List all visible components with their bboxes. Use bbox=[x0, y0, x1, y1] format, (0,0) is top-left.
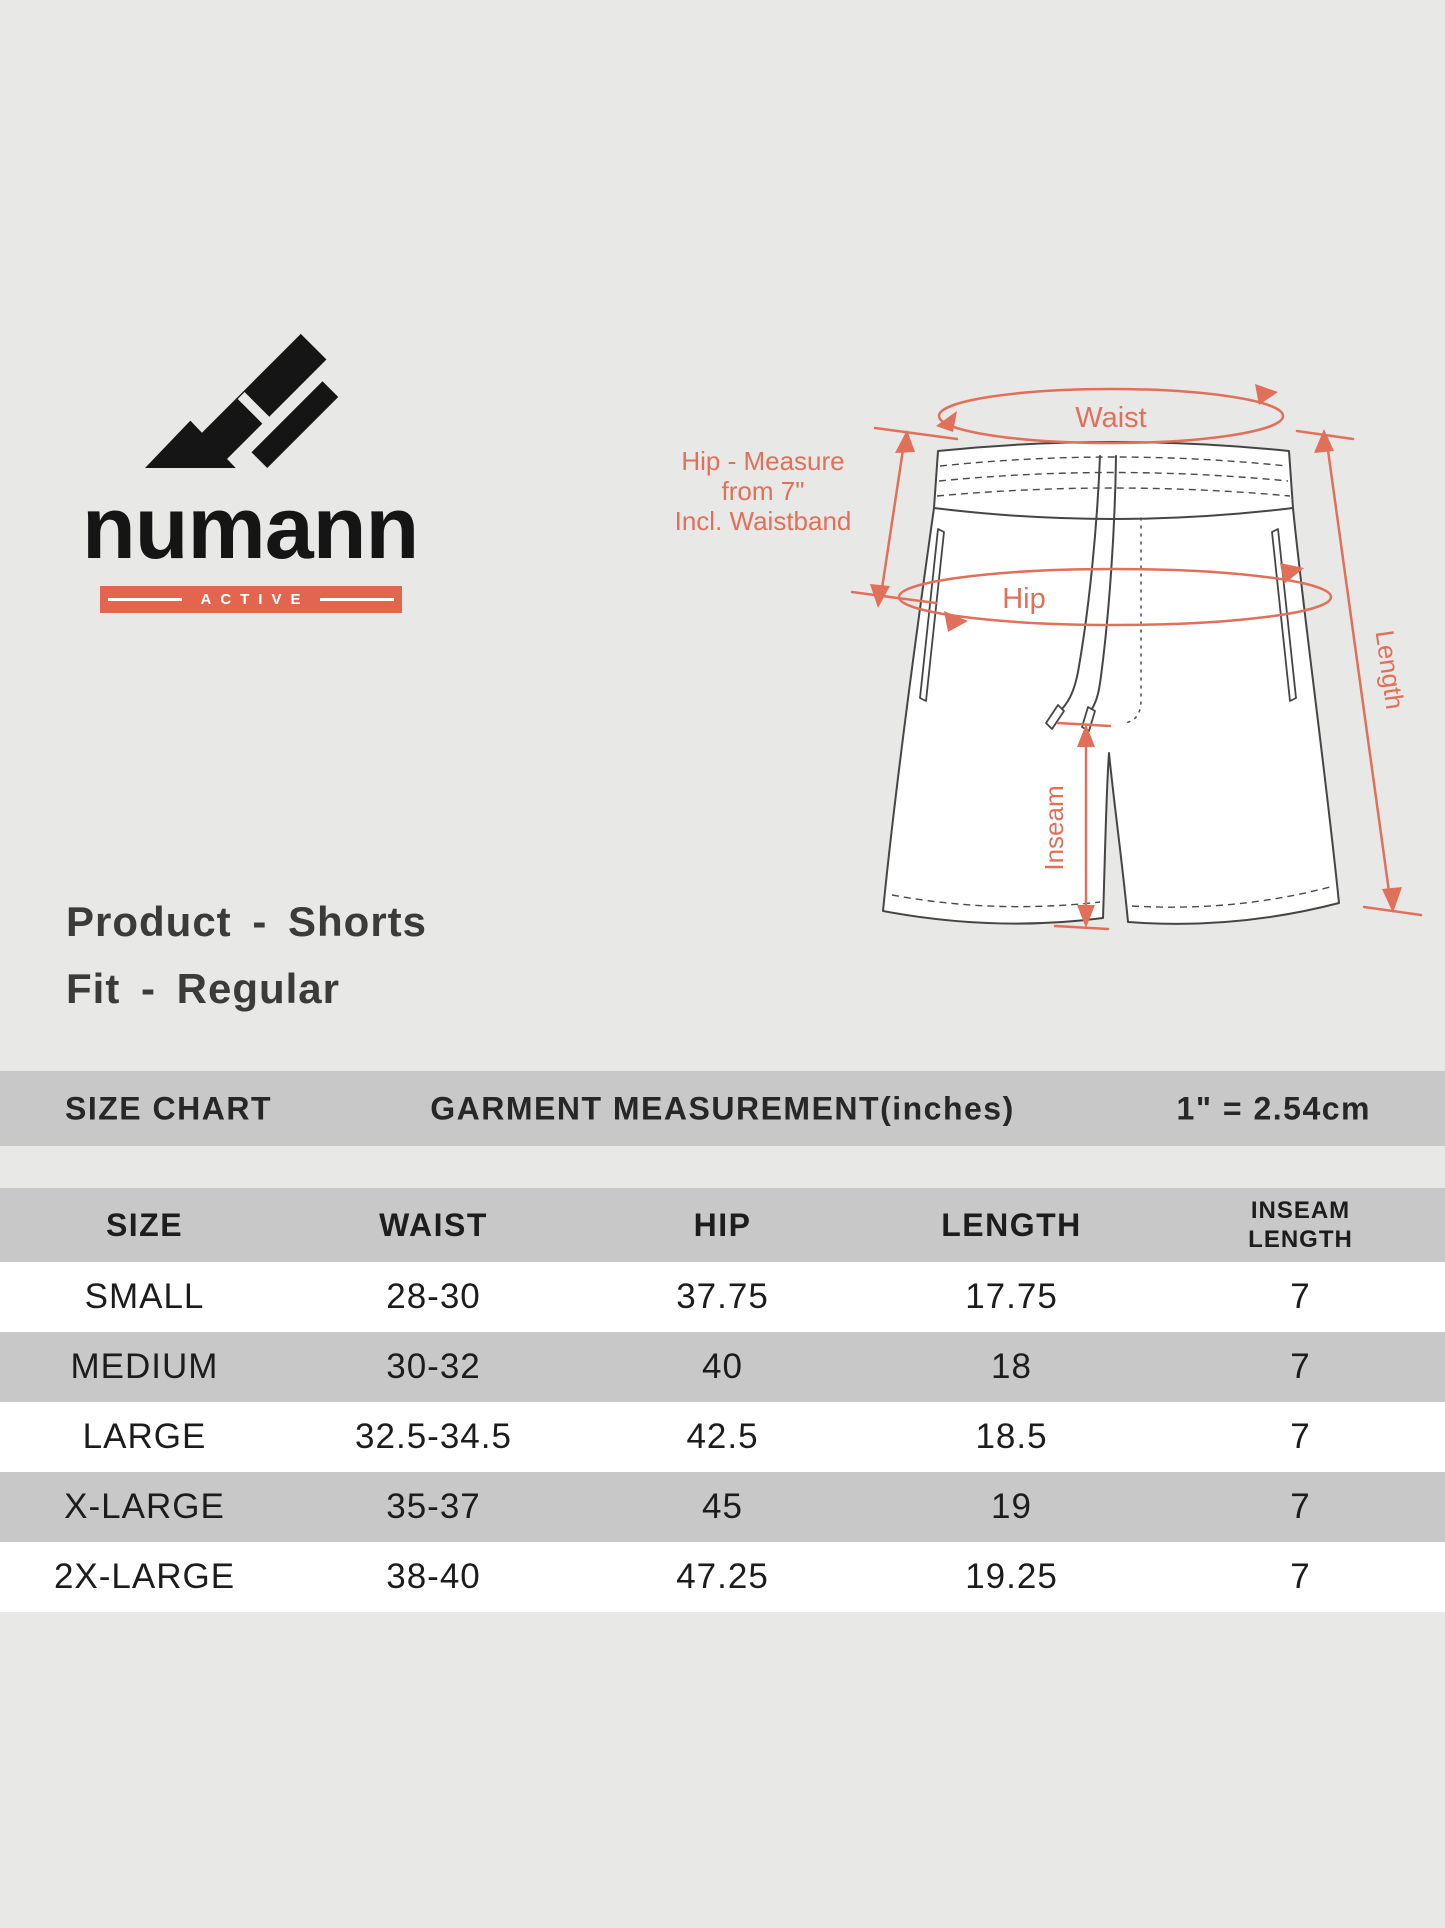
cell-waist: 35-37 bbox=[386, 1487, 481, 1526]
cell-inseam: 7 bbox=[1290, 1277, 1311, 1316]
cell-inseam: 7 bbox=[1290, 1557, 1311, 1596]
column-header-size: SIZE bbox=[105, 1206, 184, 1243]
cell-hip: 37.75 bbox=[676, 1277, 769, 1316]
table-row-small: SMALL 28-30 37.75 17.75 7 bbox=[0, 1262, 1445, 1332]
waist-label: Waist bbox=[1075, 402, 1146, 434]
cell-inseam: 7 bbox=[1290, 1347, 1311, 1386]
cell-size: LARGE bbox=[82, 1417, 207, 1456]
cell-size: 2X-LARGE bbox=[53, 1557, 236, 1596]
cell-size: MEDIUM bbox=[70, 1347, 219, 1386]
tagline-rule-left bbox=[108, 598, 183, 601]
cell-length: 19.25 bbox=[965, 1557, 1058, 1596]
measurement-annotations bbox=[850, 387, 1423, 931]
table-row-2x-large: 2X-LARGE 38-40 47.25 19.25 7 bbox=[0, 1542, 1445, 1612]
shorts-stitching bbox=[891, 456, 1331, 908]
cell-length: 18 bbox=[991, 1347, 1032, 1386]
shorts-measurement-diagram: Waist Hip Hip - Measure from 7" Incl. Wa… bbox=[675, 384, 1423, 931]
size-table-header: SIZE WAIST HIP LENGTH INSEAM LENGTH bbox=[0, 1188, 1445, 1262]
unit-conversion-note: 1" = 2.54cm bbox=[1176, 1090, 1371, 1126]
cell-length: 19 bbox=[991, 1487, 1032, 1526]
table-row-x-large: X-LARGE 35-37 45 19 7 bbox=[0, 1472, 1445, 1542]
hip-note-line2: from 7" bbox=[722, 476, 805, 506]
inseam-label: Inseam bbox=[1039, 785, 1069, 870]
cell-hip: 45 bbox=[702, 1487, 743, 1526]
hip-height-bottom-tick bbox=[850, 590, 938, 605]
brand-name: numann bbox=[82, 478, 419, 577]
cell-waist: 30-32 bbox=[386, 1347, 481, 1386]
pocket-bag-dotted-line bbox=[1123, 517, 1142, 724]
waist-ellipse bbox=[937, 387, 1285, 445]
size-chart-title: SIZE CHART bbox=[65, 1090, 272, 1126]
hip-note-line3: Incl. Waistband bbox=[675, 506, 852, 536]
hip-label: Hip bbox=[1002, 583, 1046, 615]
inseam-bottom-tick bbox=[1053, 924, 1110, 931]
brand-tagline: ACTIVE bbox=[200, 591, 310, 608]
column-header-waist: WAIST bbox=[379, 1206, 488, 1243]
cell-hip: 47.25 bbox=[676, 1557, 769, 1596]
cell-waist: 32.5-34.5 bbox=[355, 1417, 512, 1456]
brand-tagline-banner: ACTIVE bbox=[100, 586, 402, 613]
hip-height-arrow bbox=[879, 441, 906, 597]
product-info: Product - Shorts Fit - Regular bbox=[66, 888, 427, 1022]
length-label: Length bbox=[1370, 628, 1411, 711]
tagline-rule-right bbox=[319, 598, 394, 601]
fit-line: Fit - Regular bbox=[66, 965, 341, 1012]
hip-height-top-tick bbox=[873, 426, 959, 441]
table-row-large: LARGE 32.5-34.5 42.5 18.5 7 bbox=[0, 1402, 1445, 1472]
inseam-top-tick bbox=[1056, 721, 1112, 728]
product-line: Product - Shorts bbox=[66, 898, 428, 945]
size-chart-title-bar: SIZE CHART GARMENT MEASUREMENT(inches) 1… bbox=[0, 1071, 1445, 1146]
cell-inseam: 7 bbox=[1290, 1487, 1311, 1526]
cell-length: 17.75 bbox=[965, 1277, 1058, 1316]
cell-hip: 40 bbox=[702, 1347, 743, 1386]
shorts-outline bbox=[882, 441, 1340, 925]
garment-measurement-subtitle: GARMENT MEASUREMENT(inches) bbox=[430, 1090, 1015, 1126]
column-header-hip: HIP bbox=[693, 1206, 752, 1243]
cell-hip: 42.5 bbox=[686, 1417, 759, 1456]
annotation-arrowheads bbox=[870, 384, 1402, 928]
length-arrow bbox=[1325, 441, 1392, 901]
table-row-medium: MEDIUM 30-32 40 18 7 bbox=[0, 1332, 1445, 1402]
hip-note-line1: Hip - Measure bbox=[681, 446, 844, 476]
cell-waist: 38-40 bbox=[386, 1557, 481, 1596]
cell-size: X-LARGE bbox=[64, 1487, 225, 1526]
brand-logo-icon bbox=[145, 333, 339, 468]
cell-waist: 28-30 bbox=[386, 1277, 481, 1316]
column-header-inseam-length: INSEAM LENGTH bbox=[1248, 1197, 1353, 1253]
cell-size: SMALL bbox=[84, 1277, 205, 1316]
column-header-length: LENGTH bbox=[941, 1206, 1082, 1243]
cell-length: 18.5 bbox=[975, 1417, 1048, 1456]
cell-inseam: 7 bbox=[1290, 1417, 1311, 1456]
